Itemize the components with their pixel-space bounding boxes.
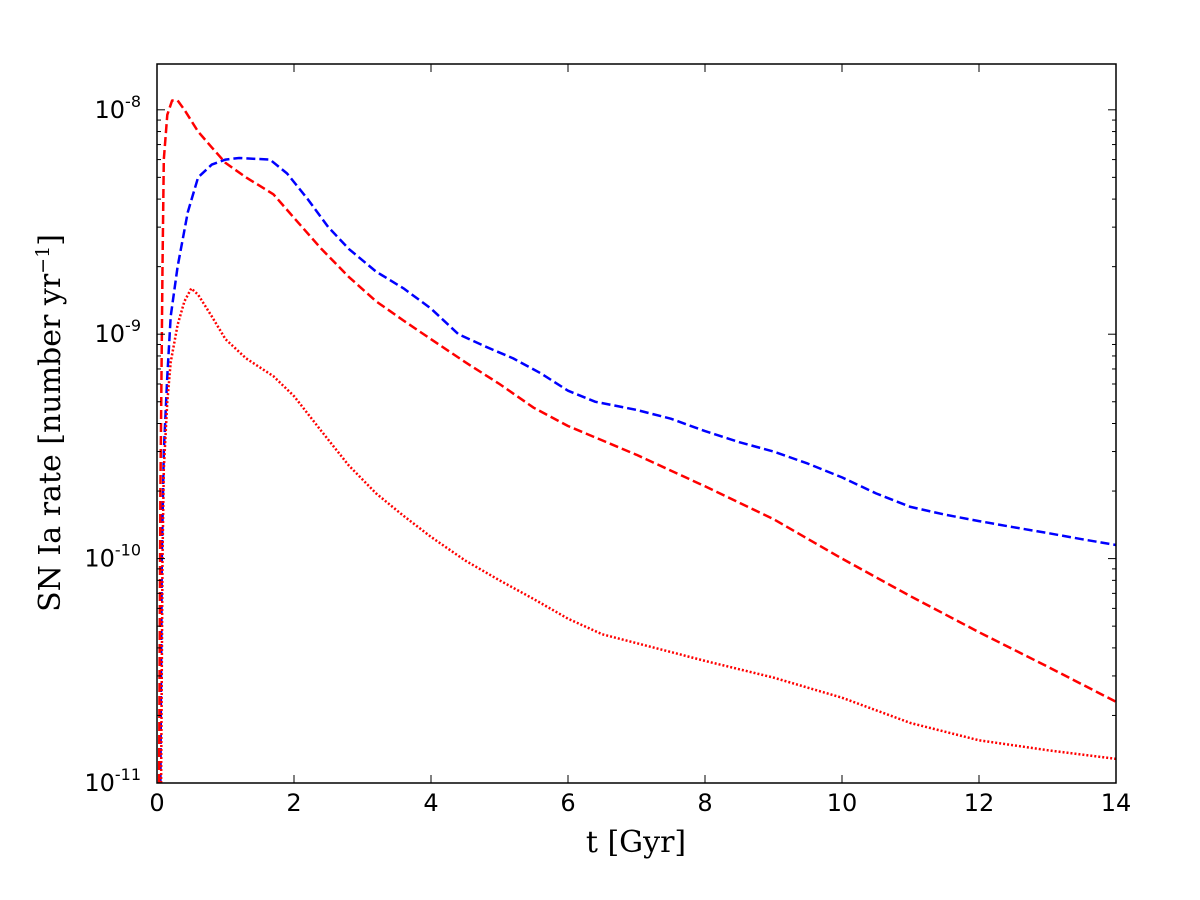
y-axis-label-close: ] <box>33 234 68 246</box>
y-tick-label: 10-9 <box>95 316 142 348</box>
x-tick-label: 14 <box>1101 789 1132 817</box>
y-tick-label: 10-8 <box>95 92 142 124</box>
x-axis-label: t [Gyr] <box>586 825 686 860</box>
x-tick-label: 2 <box>286 789 301 817</box>
y-axis-label-main: SN Ia rate [number yr <box>33 273 68 612</box>
y-axis-label-superscript: −1 <box>32 246 54 274</box>
series-line-1 <box>159 156 1117 784</box>
x-tick-label: 0 <box>149 789 164 817</box>
series-layer <box>157 99 1117 784</box>
x-tick-label: 12 <box>964 789 995 817</box>
y-axis-label: SN Ia rate [number yr−1] <box>32 234 68 612</box>
series-line-2 <box>157 99 1117 784</box>
x-tick-label: 4 <box>423 789 438 817</box>
x-tick-label: 8 <box>697 789 712 817</box>
x-tick-label: 10 <box>827 789 858 817</box>
y-tick-label: 10-11 <box>84 765 141 797</box>
x-tick-label: 6 <box>560 789 575 817</box>
ticks-layer: 0 2 4 6 8 10 12 14 10-8 10-9 10-10 10-11 <box>84 64 1131 817</box>
series-line-3 <box>159 287 1117 784</box>
plot-area-frame <box>156 63 1117 784</box>
y-tick-label: 10-10 <box>84 541 141 573</box>
